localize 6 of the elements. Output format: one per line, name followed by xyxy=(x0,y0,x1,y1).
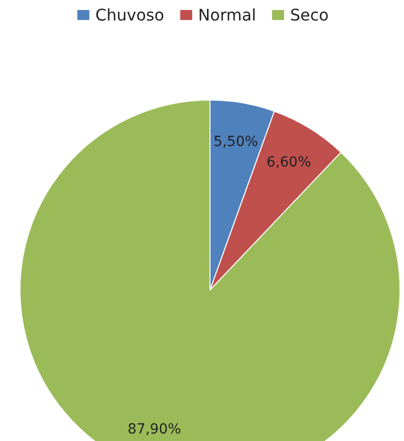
data-label: 6,60% xyxy=(266,154,312,170)
legend-label: Chuvoso xyxy=(95,6,164,24)
legend-label: Seco xyxy=(290,6,329,24)
legend-label: Normal xyxy=(198,6,256,24)
data-label: 87,90% xyxy=(128,421,182,438)
data-label: 5,50% xyxy=(214,134,258,150)
